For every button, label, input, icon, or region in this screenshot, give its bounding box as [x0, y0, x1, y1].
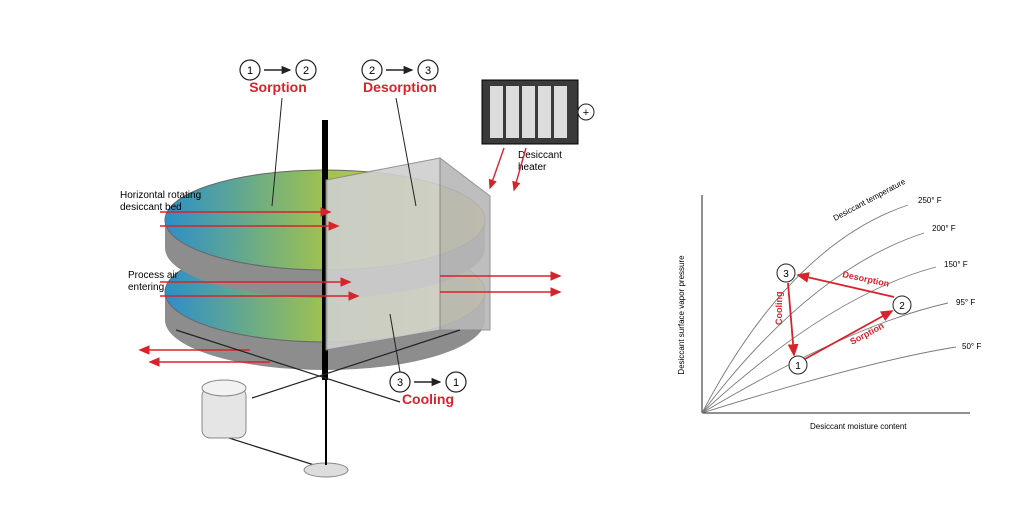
state-point-3: 3 [783, 269, 789, 280]
temp-label-200: 200° F [932, 224, 956, 233]
step-1-to-2: 1 2 Sorption [240, 60, 316, 95]
step-label-sorption: Sorption [249, 79, 307, 95]
desiccant-wheel [165, 120, 490, 380]
step-marker-1b: 1 [453, 377, 459, 389]
process-arrows [788, 275, 894, 359]
curve-title: Desiccant temperature [832, 177, 908, 223]
heater-plus-icon: + [583, 107, 589, 119]
desiccant-heater: + Desiccant heater [482, 80, 594, 190]
arrow-label-cooling: Cooling [774, 292, 784, 326]
state-point-2: 2 [899, 301, 905, 312]
step-marker-2b: 2 [369, 65, 375, 77]
chart-y-label: Desiccant surface vapor pressure [677, 255, 686, 375]
desiccant-wheel-diagram: 1 2 Sorption 2 3 Desorption + Desiccant … [20, 30, 640, 500]
rotating-bed-label-l1: Horizontal rotating [120, 190, 201, 201]
rotating-bed-label-l2: desiccant bed [120, 202, 182, 213]
step-marker-2: 2 [303, 65, 309, 77]
state-points: 1 2 3 [777, 264, 911, 374]
step-marker-1: 1 [247, 65, 253, 77]
chart-x-label: Desiccant moisture content [810, 422, 907, 431]
heater-label-l2: heater [518, 162, 547, 173]
process-air-label-l1: Process air [128, 270, 179, 281]
step-label-cooling: Cooling [402, 391, 454, 407]
step-2-to-3: 2 3 Desorption [362, 60, 438, 95]
state-point-1: 1 [795, 361, 801, 372]
step-marker-3b: 3 [397, 377, 403, 389]
temp-label-150: 150° F [944, 260, 968, 269]
temp-label-50: 50° F [962, 342, 981, 351]
temp-label-95: 95° F [956, 298, 975, 307]
vapor-pressure-chart: Desiccant surface vapor pressure Desicca… [670, 175, 1000, 455]
temperature-curves [702, 205, 956, 413]
step-label-desorption: Desorption [363, 79, 437, 95]
step-marker-3: 3 [425, 65, 431, 77]
temp-label-250: 250° F [918, 196, 942, 205]
page-canvas: 1 2 Sorption 2 3 Desorption + Desiccant … [0, 0, 1022, 521]
process-air-label-l2: entering [128, 282, 164, 293]
